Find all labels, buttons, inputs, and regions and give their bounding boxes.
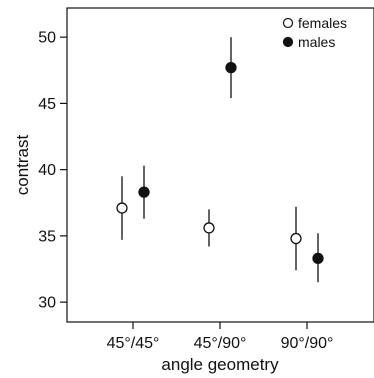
point-males-2 [312,252,324,265]
error-bars [121,37,319,283]
legend: females males [282,15,347,50]
point-females-1 [203,222,215,234]
plot-area-border [66,7,374,323]
legend-marker-females [282,17,294,29]
y-tick-label-45: 45 [38,96,56,113]
y-tick-label-40: 40 [38,162,56,179]
legend-marker-males [282,36,294,48]
y-tick-label-50: 50 [38,30,56,47]
y-tick-label-35: 35 [38,228,56,245]
point-males-1 [225,61,237,74]
point-females-2 [290,232,302,245]
legend-label-females: females [298,15,347,31]
y-tick-label-30: 30 [38,295,56,312]
point-males-0 [138,186,150,198]
data-points [116,61,324,265]
plot-frame [66,7,374,323]
y-axis: 30 35 40 45 50 [38,30,67,312]
y-axis-label: contrast [13,134,32,195]
x-tick-label-1: 45°/90° [194,335,247,352]
x-tick-label-0: 45°/45° [107,335,160,352]
x-axis: 45°/45° 45°/90° 90°/90° [107,322,334,352]
point-females-0 [116,202,128,214]
legend-label-males: males [298,34,335,50]
x-tick-label-2: 90°/90° [281,335,334,352]
x-axis-label: angle geometry [161,355,279,374]
